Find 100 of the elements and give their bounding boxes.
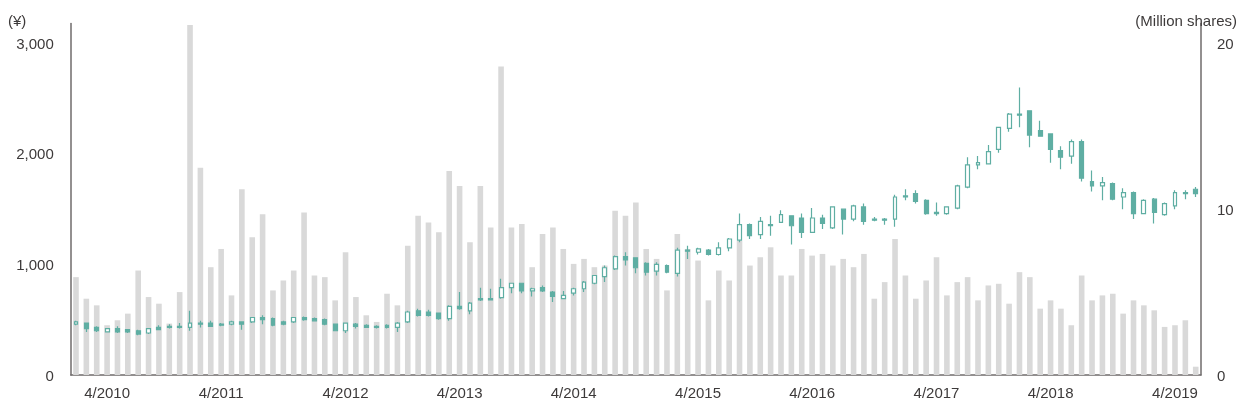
candlestick [860,203,867,226]
candlestick [238,321,245,331]
candlestick [529,287,536,298]
candlestick [622,251,629,267]
bar [995,283,1002,375]
candlestick [964,156,971,189]
candlestick [995,126,1002,154]
candlestick [104,327,111,333]
bar [187,25,193,375]
bar [581,258,587,375]
bar [1151,310,1158,375]
candlestick [228,320,235,326]
candlestick [1172,189,1178,210]
candlestick [456,291,463,311]
bar [1130,300,1137,375]
bar [176,292,183,375]
bar [1006,303,1012,375]
candlestick [850,204,857,222]
bar [809,255,815,375]
bar [363,315,370,375]
bar [249,237,256,375]
bar [1182,320,1189,375]
candlestick [176,322,183,330]
bar [601,265,608,375]
candlestick [933,201,940,217]
candlestick [342,322,349,334]
bar [1109,293,1116,375]
candlestick [1016,86,1023,128]
candlestick [508,282,515,294]
bar [1141,305,1147,375]
bar [166,323,173,375]
candlestick [549,290,556,303]
candlestick [270,316,276,327]
bar [664,290,670,375]
bar [643,248,650,375]
y2-tick-label: 0 [1216,366,1226,384]
bar [311,275,318,375]
candlestick [290,316,297,324]
candlestick [736,212,743,243]
candlestick [487,288,494,301]
candlestick [280,320,287,326]
x-tick-label: 4/2014 [550,384,597,401]
candlestick [1078,138,1085,183]
candlestick [518,282,525,294]
candlestick [332,323,339,332]
candlestick [1047,133,1054,164]
bar [1058,308,1064,375]
bar [135,270,141,375]
candlestick [778,209,784,224]
candlestick [394,321,401,333]
bar [1068,325,1075,375]
bar [695,260,701,375]
candlestick [404,310,411,324]
candlestick [684,245,691,260]
bar [125,313,131,375]
candlestick [943,206,950,216]
bar [456,185,463,375]
y-tick-label: 0 [45,366,54,384]
bar [954,282,961,375]
candlestick [1151,197,1158,225]
candlestick [73,320,79,326]
candlestick [746,222,753,240]
candlestick [643,261,650,277]
bar [861,253,867,375]
candlestick [93,325,100,333]
bar [73,277,79,375]
candlestick [1099,176,1106,201]
bar [912,298,919,375]
candlestick [788,215,795,246]
bar [1172,325,1178,375]
candlestick [798,212,805,239]
bar [747,265,753,375]
x-tick-label: 4/2016 [789,384,836,401]
bar [726,280,732,375]
candlestick [83,322,90,333]
bar [705,300,712,375]
candlestick [705,248,712,257]
candlestick [726,237,733,252]
candlestick [767,215,774,237]
bar [280,280,287,375]
bar [290,270,297,375]
candlestick [498,278,505,300]
bar [1089,300,1095,375]
candlestick [145,327,152,335]
bar [197,167,204,375]
bar [944,295,950,375]
x-tick-label: 4/2015 [675,384,721,401]
bar [529,267,535,375]
bar [239,189,245,375]
bar [788,275,795,375]
candlestick [352,322,359,330]
bar [1078,275,1085,375]
candlestick [653,261,660,277]
candlestick [1182,189,1189,200]
y2-tick-label: 20 [1216,34,1234,52]
candlestick [259,314,266,325]
bar [301,212,307,375]
bar [778,275,784,375]
bar [923,280,929,375]
bar [560,248,567,375]
